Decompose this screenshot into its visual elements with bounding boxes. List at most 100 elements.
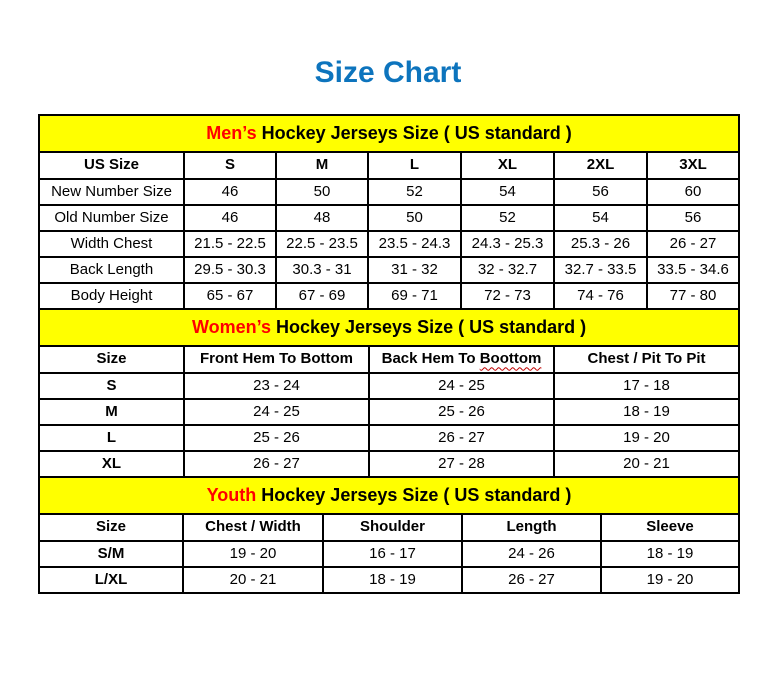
size-value-cell: 26 - 27 (645, 230, 741, 258)
table-row: S 23 - 24 24 - 25 17 - 18 (38, 372, 741, 400)
size-table-youth: Youth Hockey Jerseys Size ( US standard … (37, 476, 741, 594)
table-row: Width Chest 21.5 - 22.5 22.5 - 23.5 23.5 - … (38, 230, 741, 258)
size-value-cell: 48 (275, 204, 369, 232)
size-value-cell: 25 - 26 (368, 398, 555, 426)
size-value-cell: 26 - 27 (461, 566, 602, 594)
row-label: Back Length (38, 256, 185, 284)
banner-text: Hockey Jerseys Size ( US standard ) (256, 122, 572, 143)
size-value-cell: 19 - 20 (552, 424, 741, 452)
size-value-cell: 32 - 32.7 (460, 256, 555, 284)
table-row: Back Length 29.5 - 30.3 30.3 - 31 31 - 32 32… (38, 256, 741, 284)
row-label: Width Chest (38, 230, 185, 258)
size-value-cell: 25.3 - 26 (553, 230, 648, 258)
banner-text: Hockey Jerseys Size ( US standard ) (256, 484, 572, 505)
section-banner-womens: Women’s Hockey Jerseys Size ( US standar… (37, 308, 741, 347)
misspelled-word: Boottom (479, 350, 542, 368)
column-header: Back Hem To Boottom (368, 345, 555, 374)
size-value-cell: 50 (367, 204, 462, 232)
size-value-cell: 20 - 21 (552, 450, 741, 478)
table-row: Old Number Size 46 48 50 52 54 56 (38, 204, 741, 232)
column-header-text: Back Hem To (381, 350, 480, 368)
size-value-cell: 20 - 21 (182, 566, 324, 594)
size-value-cell: 69 - 71 (367, 282, 462, 310)
row-label: L (38, 424, 185, 452)
size-value-cell: 19 - 20 (599, 566, 741, 594)
size-value-cell: 16 - 17 (322, 540, 463, 568)
table-row: New Number Size 46 50 52 54 56 60 (38, 178, 741, 206)
size-value-cell: 32.7 - 33.5 (553, 256, 648, 284)
banner-highlight: Youth (206, 484, 257, 505)
row-label: L/XL (38, 566, 184, 594)
size-table-mens: Men’s Hockey Jerseys Size ( US standard … (37, 114, 741, 310)
row-label: Old Number Size (38, 204, 185, 232)
size-value-cell: 65 - 67 (183, 282, 277, 310)
column-header: Size (38, 345, 185, 374)
size-value-cell: 18 - 19 (322, 566, 463, 594)
row-label: XL (38, 450, 185, 478)
size-value-cell: 77 - 80 (645, 282, 741, 310)
size-value-cell: 52 (460, 204, 555, 232)
column-header: XL (460, 151, 555, 180)
size-value-cell: 52 (367, 178, 462, 206)
size-value-cell: 19 - 20 (182, 540, 324, 568)
size-value-cell: 67 - 69 (275, 282, 369, 310)
column-header: Front Hem To Bottom (183, 345, 370, 374)
row-label: New Number Size (38, 178, 185, 206)
column-header: Sleeve (599, 513, 741, 542)
size-value-cell: 24 - 26 (461, 540, 602, 568)
row-label: S/M (38, 540, 184, 568)
table-row: M 24 - 25 25 - 26 18 - 19 (38, 398, 741, 426)
column-header: 3XL (645, 151, 741, 180)
page-title: Size Chart (314, 56, 462, 89)
table-row: L 25 - 26 26 - 27 19 - 20 (38, 424, 741, 452)
size-value-cell: 74 - 76 (553, 282, 648, 310)
column-header: M (275, 151, 369, 180)
row-label: M (38, 398, 185, 426)
size-chart-page: Size Chart Men’s Hockey Jerseys Size ( U… (37, 56, 741, 594)
table-row: XL 26 - 27 27 - 28 20 - 21 (38, 450, 741, 478)
column-header: S (183, 151, 277, 180)
size-value-cell: 18 - 19 (552, 398, 741, 426)
row-label: Body Height (38, 282, 185, 310)
row-label: S (38, 372, 185, 400)
size-value-cell: 22.5 - 23.5 (275, 230, 369, 258)
column-header: Length (461, 513, 602, 542)
size-value-cell: 54 (460, 178, 555, 206)
banner-highlight: Men’s (206, 122, 257, 143)
section-banner-youth: Youth Hockey Jerseys Size ( US standard … (37, 476, 741, 515)
banner-text: Hockey Jerseys Size ( US standard ) (270, 316, 587, 337)
size-value-cell: 23 - 24 (183, 372, 370, 400)
size-value-cell: 56 (553, 178, 648, 206)
size-value-cell: 60 (645, 178, 741, 206)
size-value-cell: 46 (183, 178, 277, 206)
column-header: US Size (38, 151, 185, 180)
size-value-cell: 33.5 - 34.6 (645, 256, 741, 284)
column-header: Chest / Pit To Pit (552, 345, 741, 374)
size-value-cell: 26 - 27 (183, 450, 370, 478)
size-value-cell: 24.3 - 25.3 (460, 230, 555, 258)
column-header: 2XL (553, 151, 648, 180)
size-value-cell: 24 - 25 (183, 398, 370, 426)
size-value-cell: 17 - 18 (552, 372, 741, 400)
column-header: Size (38, 513, 184, 542)
size-value-cell: 30.3 - 31 (275, 256, 369, 284)
section-banner-mens: Men’s Hockey Jerseys Size ( US standard … (37, 114, 741, 153)
size-value-cell: 29.5 - 30.3 (183, 256, 277, 284)
size-value-cell: 25 - 26 (183, 424, 370, 452)
column-header: L (367, 151, 462, 180)
size-value-cell: 21.5 - 22.5 (183, 230, 277, 258)
size-value-cell: 56 (645, 204, 741, 232)
banner-highlight: Women’s (191, 316, 271, 337)
column-header: Chest / Width (182, 513, 324, 542)
size-value-cell: 24 - 25 (368, 372, 555, 400)
table-row: S/M 19 - 20 16 - 17 24 - 26 18 - 19 (38, 540, 741, 568)
size-value-cell: 27 - 28 (368, 450, 555, 478)
size-value-cell: 23.5 - 24.3 (367, 230, 462, 258)
size-value-cell: 26 - 27 (368, 424, 555, 452)
size-value-cell: 54 (553, 204, 648, 232)
size-table-womens: Women’s Hockey Jerseys Size ( US standar… (37, 308, 741, 478)
size-chart-tables: Men’s Hockey Jerseys Size ( US standard … (37, 114, 741, 594)
size-value-cell: 50 (275, 178, 369, 206)
size-value-cell: 46 (183, 204, 277, 232)
table-row: L/XL 20 - 21 18 - 19 26 - 27 19 - 20 (38, 566, 741, 594)
